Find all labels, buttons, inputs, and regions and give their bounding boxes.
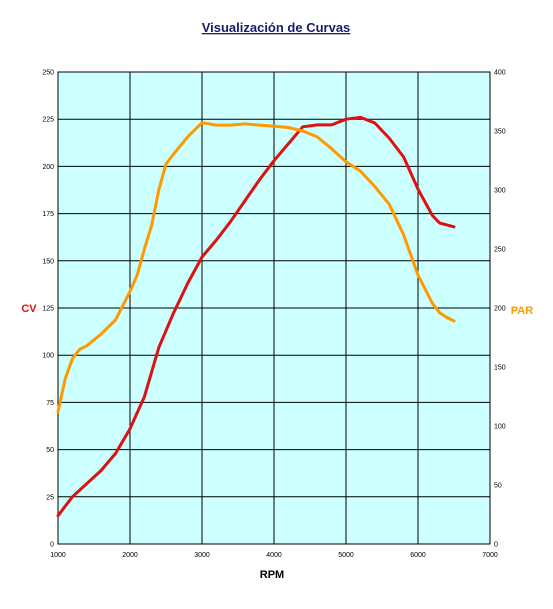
y2-tick-label: 150: [494, 365, 506, 372]
y2-tick-label: 0: [494, 542, 498, 549]
grid: [57, 71, 491, 545]
y-tick-label: 75: [46, 400, 54, 407]
x-axis-title: RPM: [260, 569, 284, 581]
x-tick-label: 4000: [266, 552, 282, 559]
y2-tick-label: 300: [494, 188, 506, 195]
y2-tick-label: 250: [494, 247, 506, 254]
x-tick-label: 1000: [50, 552, 66, 559]
y-tick-label: 100: [42, 353, 54, 360]
series-line-cv: [56, 115, 456, 518]
y-tick-label: 225: [42, 117, 54, 124]
y-tick-label: 25: [46, 494, 54, 501]
y-tick-label: 250: [42, 70, 54, 77]
y-tick-label: 175: [42, 211, 54, 218]
y-tick-label: 125: [42, 306, 54, 313]
tick-labels: 1000 2000 3000 4000 5000 6000 7000025507510012…: [42, 70, 505, 560]
x-tick-label: 5000: [338, 552, 354, 559]
x-tick-label: 2000: [122, 552, 138, 559]
y2-tick-label: 200: [494, 306, 506, 313]
y-tick-label: 200: [42, 164, 54, 171]
x-tick-label: 7000: [482, 552, 498, 559]
chart-title: Visualización de Curvas: [202, 20, 351, 35]
y2-tick-label: 350: [494, 129, 506, 136]
x-tick-label: 6000: [410, 552, 426, 559]
series-line-par: [56, 121, 456, 414]
y-tick-label: 150: [42, 258, 54, 265]
y-axis-title-left: CV: [21, 303, 37, 315]
x-tick-label: 3000: [194, 552, 210, 559]
y2-tick-label: 100: [494, 424, 506, 431]
y2-tick-label: 50: [494, 483, 502, 490]
y-tick-label: 0: [50, 542, 54, 549]
y2-tick-label: 400: [494, 70, 506, 77]
y-axis-title-right: PAR: [511, 305, 533, 317]
series: [56, 115, 456, 518]
y-tick-label: 50: [46, 447, 54, 454]
